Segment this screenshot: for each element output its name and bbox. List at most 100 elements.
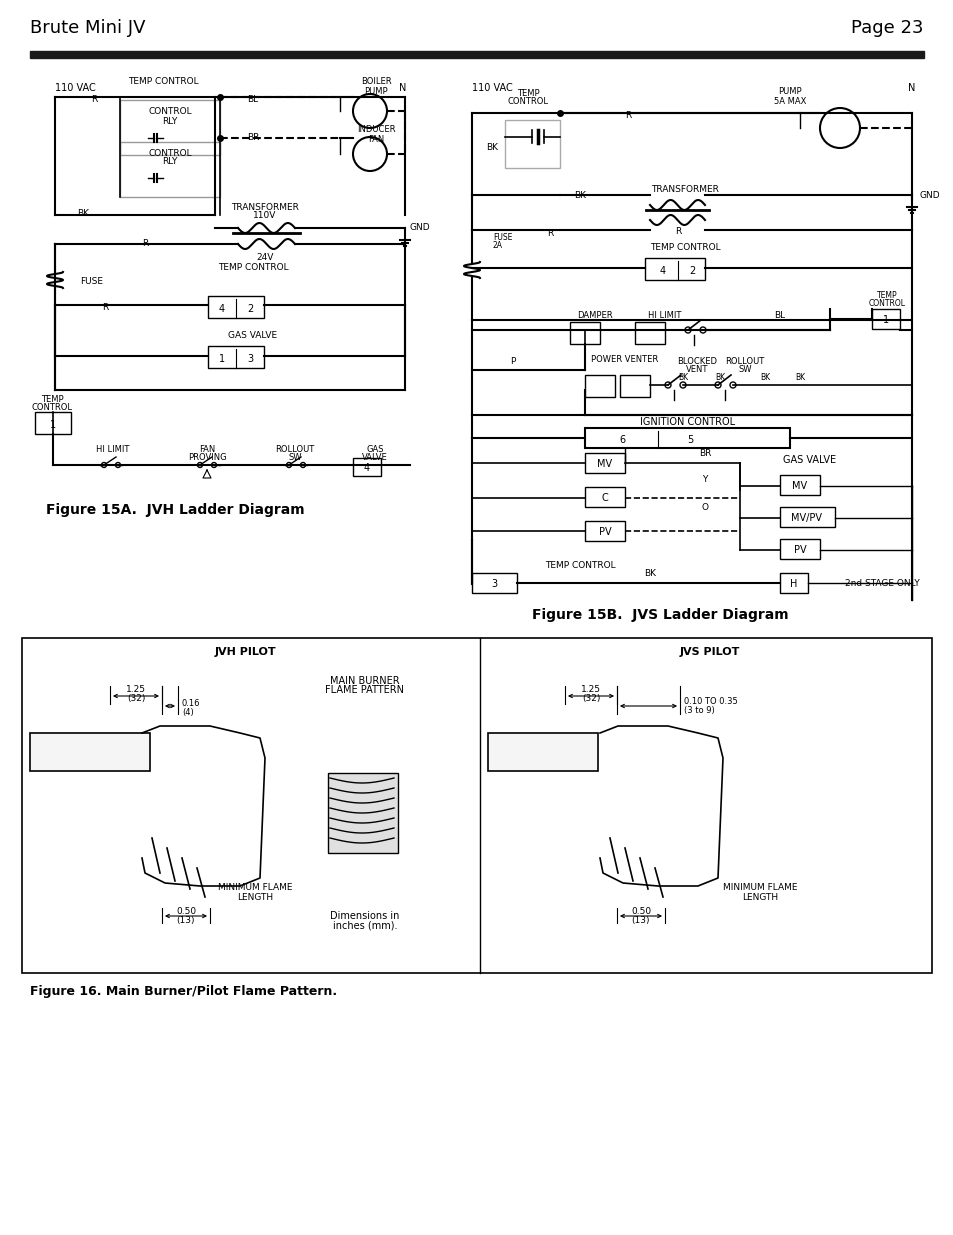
Text: Figure 15A.  JVH Ladder Diagram: Figure 15A. JVH Ladder Diagram	[46, 503, 304, 517]
Bar	[22, 638, 931, 973]
Text: 2: 2	[688, 266, 695, 275]
Bar	[584, 521, 624, 541]
Text: Brute Mini JV: Brute Mini JV	[30, 19, 146, 37]
Bar	[120, 100, 220, 156]
Bar	[488, 734, 598, 771]
Bar	[780, 573, 807, 593]
Text: TEMP CONTROL: TEMP CONTROL	[649, 243, 720, 252]
Text: Y: Y	[701, 475, 707, 484]
Text: SW: SW	[738, 366, 751, 374]
Text: BLOCKED: BLOCKED	[677, 357, 717, 367]
Text: BOILER: BOILER	[360, 78, 391, 86]
Text: CONTROL: CONTROL	[867, 299, 904, 308]
Text: 4: 4	[659, 266, 665, 275]
Text: inches (mm).: inches (mm).	[333, 921, 396, 931]
Text: R: R	[102, 304, 108, 312]
Bar	[472, 573, 517, 593]
Text: 0.10 TO 0.35: 0.10 TO 0.35	[683, 698, 737, 706]
Text: FLAME PATTERN: FLAME PATTERN	[325, 685, 404, 695]
Text: (4): (4)	[182, 708, 193, 716]
Text: 2A: 2A	[493, 241, 502, 249]
Bar	[353, 458, 380, 475]
Text: R: R	[546, 228, 553, 237]
Text: TRANSFORMER: TRANSFORMER	[650, 184, 719, 194]
Text: 110 VAC: 110 VAC	[472, 83, 512, 93]
Text: BR: BR	[699, 448, 710, 457]
Text: TEMP: TEMP	[41, 395, 63, 405]
Text: Figure 16. Main Burner/Pilot Flame Pattern.: Figure 16. Main Burner/Pilot Flame Patte…	[30, 984, 336, 998]
Text: 110 VAC: 110 VAC	[55, 83, 95, 93]
Bar	[780, 508, 834, 527]
Text: TEMP: TEMP	[517, 89, 538, 98]
Bar	[328, 773, 397, 853]
Text: R: R	[91, 95, 97, 105]
Bar	[619, 375, 649, 396]
Text: R: R	[674, 227, 680, 236]
Text: FAN: FAN	[368, 135, 384, 143]
Text: LENGTH: LENGTH	[236, 893, 273, 902]
Text: 0.16: 0.16	[182, 699, 200, 709]
Text: 3: 3	[247, 354, 253, 364]
Text: POWER VENTER: POWER VENTER	[591, 356, 658, 364]
Text: 2: 2	[247, 304, 253, 314]
Text: TEMP CONTROL: TEMP CONTROL	[128, 78, 198, 86]
Bar	[871, 309, 899, 329]
Text: BK: BK	[760, 373, 769, 383]
Text: 24V: 24V	[256, 252, 274, 262]
Text: 6: 6	[618, 435, 624, 445]
Text: 5A MAX: 5A MAX	[773, 96, 805, 105]
Text: VENT: VENT	[685, 366, 707, 374]
Text: GND: GND	[410, 224, 430, 232]
Text: TEMP CONTROL: TEMP CONTROL	[217, 263, 288, 273]
Text: 1: 1	[882, 315, 888, 325]
Text: R: R	[142, 240, 148, 248]
Text: TEMP: TEMP	[876, 290, 897, 300]
Text: PUMP: PUMP	[364, 86, 388, 95]
Text: HI LIMIT: HI LIMIT	[648, 311, 681, 321]
Bar	[208, 296, 264, 317]
Bar	[30, 51, 923, 58]
Text: LENGTH: LENGTH	[741, 893, 778, 902]
Text: 0.50: 0.50	[175, 906, 196, 915]
Text: (32): (32)	[127, 694, 145, 704]
Text: MINIMUM FLAME: MINIMUM FLAME	[217, 883, 292, 893]
Text: BK: BK	[794, 373, 804, 383]
Text: Dimensions in: Dimensions in	[330, 911, 399, 921]
Text: GAS VALVE: GAS VALVE	[782, 454, 836, 466]
Text: (13): (13)	[631, 916, 650, 925]
Text: CONTROL: CONTROL	[507, 98, 548, 106]
Text: MV/PV: MV/PV	[791, 513, 821, 522]
Text: RLY: RLY	[162, 116, 177, 126]
Text: CONTROL: CONTROL	[148, 148, 192, 158]
Bar	[584, 375, 615, 396]
Bar	[644, 258, 704, 280]
Text: TEMP CONTROL: TEMP CONTROL	[544, 562, 615, 571]
Text: INDUCER: INDUCER	[356, 126, 395, 135]
Text: BK: BK	[77, 209, 89, 217]
Text: GND: GND	[919, 190, 940, 200]
Text: ROLLOUT: ROLLOUT	[724, 357, 763, 367]
Text: Figure 15B.  JVS Ladder Diagram: Figure 15B. JVS Ladder Diagram	[531, 608, 787, 622]
Text: BR: BR	[247, 133, 259, 142]
Text: MAIN BURNER: MAIN BURNER	[330, 676, 399, 685]
Bar	[504, 120, 559, 168]
Text: JVS PILOT: JVS PILOT	[679, 647, 740, 657]
Bar	[584, 453, 624, 473]
Text: TRANSFORMER: TRANSFORMER	[231, 203, 298, 211]
Text: FAN: FAN	[198, 446, 214, 454]
Bar	[30, 734, 150, 771]
Text: MV: MV	[597, 459, 612, 469]
Text: DAMPER: DAMPER	[577, 311, 612, 321]
Bar	[208, 346, 264, 368]
Bar	[584, 487, 624, 508]
Text: RLY: RLY	[162, 158, 177, 167]
Text: CONTROL: CONTROL	[31, 404, 72, 412]
Text: BK: BK	[643, 568, 656, 578]
Text: BK: BK	[714, 373, 724, 383]
Bar	[584, 429, 789, 448]
Text: BL: BL	[774, 311, 784, 321]
Text: N: N	[907, 83, 915, 93]
Text: FUSE: FUSE	[80, 278, 103, 287]
Text: PUMP: PUMP	[778, 88, 801, 96]
Bar	[780, 538, 820, 559]
